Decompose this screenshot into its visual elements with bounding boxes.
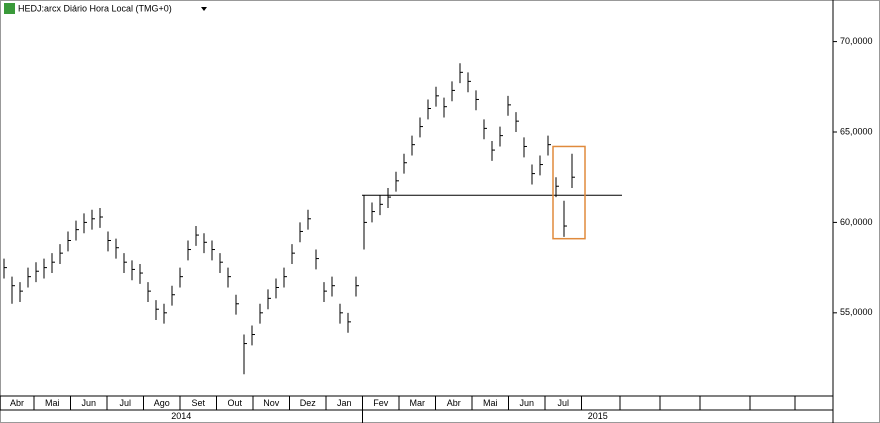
month-label: Mai [483,398,498,408]
dropdown-arrow[interactable] [201,7,207,11]
month-label: Fev [373,398,389,408]
y-tick-label: 55,0000 [840,307,873,317]
month-label: Jul [557,398,569,408]
y-tick-label: 70,0000 [840,36,873,46]
month-label: Set [191,398,205,408]
y-tick-label: 60,0000 [840,217,873,227]
month-label: Jul [119,398,131,408]
month-label: Jan [337,398,352,408]
month-label: Mai [45,398,60,408]
symbol-icon [4,3,15,14]
month-label: Out [227,398,242,408]
month-label: Jun [81,398,96,408]
chart-title: HEDJ:arcx Diário Hora Local (TMG+0) [18,3,172,13]
month-label: Abr [10,398,24,408]
y-tick-label: 65,0000 [840,126,873,136]
month-label: Nov [263,398,280,408]
month-label: Dez [300,398,317,408]
month-label: Jun [519,398,534,408]
year-label: 2014 [171,411,191,421]
highlight-box [552,145,586,240]
year-label: 2015 [588,411,608,421]
month-label: Mar [410,398,426,408]
month-label: Ago [154,398,170,408]
month-label: Abr [447,398,461,408]
